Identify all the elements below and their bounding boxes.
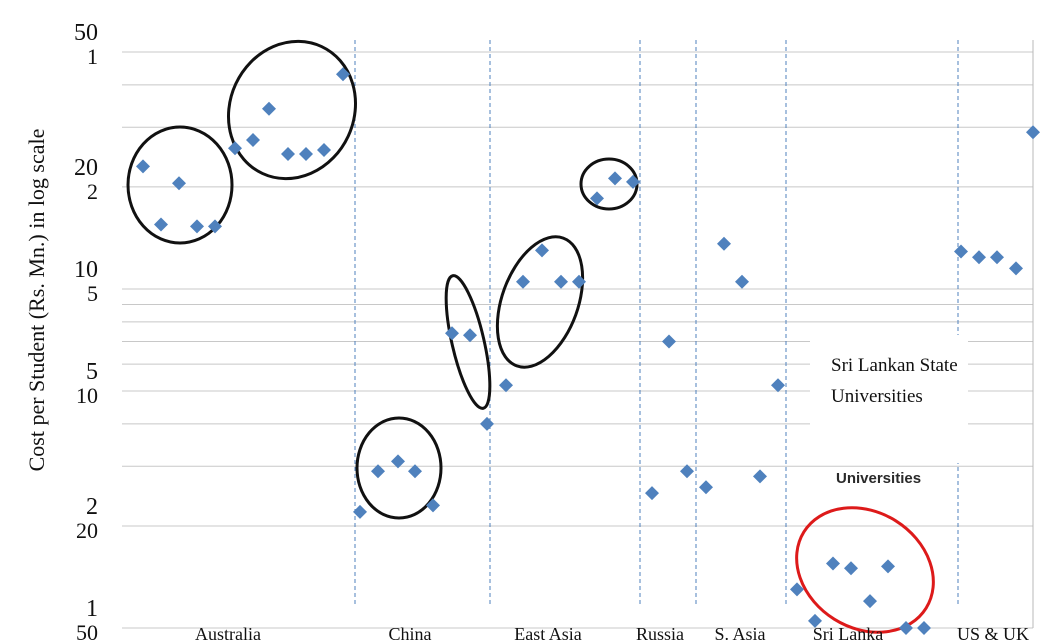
ellipse-china-high — [444, 274, 492, 410]
x-category-label: China — [389, 624, 432, 643]
data-point-us-uk — [1026, 125, 1040, 140]
data-point-sri-lanka — [808, 613, 822, 628]
ellipse-sri-lanka — [795, 506, 935, 634]
x-category-label: Sri Lanka — [813, 624, 883, 643]
data-point-australia — [208, 219, 222, 234]
data-point-sri-lanka — [899, 621, 913, 635]
data-point-china — [408, 464, 422, 479]
data-point-china — [480, 416, 494, 431]
data-point-australia — [281, 147, 295, 162]
data-point-east-asia — [499, 378, 513, 393]
data-point-sri-lanka — [826, 556, 840, 571]
x-category-label: East Asia — [514, 624, 582, 643]
x-category-labels: Australia China East Asia Russia S. Asia Sri … — [195, 624, 1029, 643]
data-point-china — [371, 464, 385, 479]
annotation-subtext: Universities — [836, 470, 922, 487]
data-point-east-asia — [608, 171, 622, 186]
y-tick-label: 50 — [74, 20, 98, 46]
data-point-australia — [262, 101, 276, 116]
data-point-australia — [190, 219, 204, 234]
grid-lines — [122, 51, 1033, 629]
y-axis-label: Cost per Student (Rs. Mn.) in log scale — [24, 129, 49, 472]
y-tick-artifact: 5 — [87, 281, 98, 306]
y-tick-artifact: 1 — [87, 44, 98, 69]
y-tick-label: 1 — [86, 596, 98, 622]
data-point-china — [445, 326, 459, 341]
data-point-east-asia — [572, 274, 586, 289]
data-point-australia — [228, 141, 242, 156]
y-tick-label: 20 — [74, 155, 98, 181]
data-point-australia — [336, 67, 350, 82]
x-category-label: Australia — [195, 624, 261, 643]
data-point-russia — [645, 486, 659, 501]
data-point-east-asia — [590, 191, 604, 206]
y-tick-label: 10 — [74, 257, 98, 283]
data-point-russia — [662, 334, 676, 349]
data-point-australia — [154, 217, 168, 232]
data-point-russia — [680, 464, 694, 479]
group-ellipses — [126, 39, 935, 634]
data-point-australia — [299, 147, 313, 162]
y-tick-artifact: 2 — [87, 179, 98, 204]
data-point-east-asia — [535, 243, 549, 258]
category-separators — [354, 40, 959, 606]
annotation-box: Sri Lankan State Universities — [810, 335, 968, 463]
data-point-east-asia — [626, 174, 640, 189]
annotation-text: Sri Lankan State Universities — [831, 355, 958, 407]
y-tick-label: 5 — [86, 359, 98, 385]
data-point-sri-lanka — [881, 559, 895, 574]
data-point-sri-lanka — [790, 582, 804, 597]
y-tick-artifact: 10 — [76, 383, 98, 408]
data-point-china — [353, 504, 367, 519]
data-point-us-uk — [954, 244, 968, 259]
data-point-s-asia — [735, 274, 749, 289]
data-point-s-asia — [771, 378, 785, 393]
data-point-russia — [699, 480, 713, 495]
data-point-us-uk — [1009, 261, 1023, 276]
data-point-sri-lanka — [844, 561, 858, 576]
data-point-us-uk — [972, 250, 986, 265]
data-point-s-asia — [753, 469, 767, 484]
ellipse-china-low — [355, 416, 443, 520]
data-point-east-asia — [516, 274, 530, 289]
data-point-australia — [317, 142, 331, 157]
data-point-s-asia — [717, 236, 731, 251]
x-category-label: S. Asia — [714, 624, 765, 643]
data-point-china — [426, 498, 440, 513]
data-point-china — [391, 454, 405, 469]
y-tick-label: 2 — [86, 494, 98, 520]
ellipse-east-asia — [495, 235, 585, 369]
data-points — [136, 67, 1040, 635]
data-point-us-uk — [990, 250, 1004, 265]
data-point-east-asia — [554, 274, 568, 289]
ellipse-australia-high — [226, 39, 358, 181]
x-category-label: Russia — [636, 624, 684, 643]
x-category-label: US & UK — [957, 624, 1029, 643]
data-point-sri-lanka — [917, 621, 931, 635]
data-point-australia — [246, 133, 260, 148]
y-tick-artifact: 50 — [76, 620, 98, 643]
y-tick-artifact: 20 — [76, 518, 98, 543]
data-point-australia — [172, 176, 186, 191]
ellipse-australia-low — [126, 125, 234, 245]
data-point-australia — [136, 159, 150, 174]
data-point-sri-lanka — [863, 594, 877, 609]
data-point-china — [463, 328, 477, 343]
